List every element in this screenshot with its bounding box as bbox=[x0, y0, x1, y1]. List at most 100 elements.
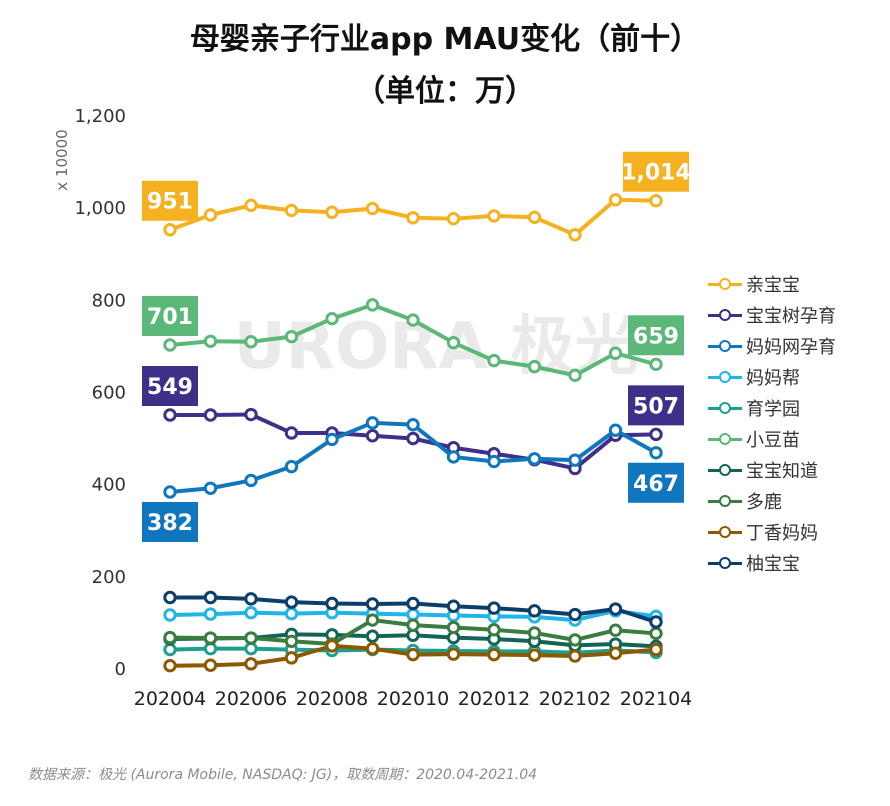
data-point bbox=[365, 429, 380, 443]
data-label-box bbox=[628, 462, 684, 503]
legend-label: 妈妈帮 bbox=[746, 367, 800, 389]
series-10 bbox=[163, 590, 663, 629]
data-point bbox=[649, 427, 663, 442]
data-point bbox=[284, 606, 299, 621]
data-point bbox=[244, 335, 258, 349]
data-point bbox=[406, 596, 420, 611]
y-tick-label: 200 bbox=[92, 567, 126, 588]
data-point bbox=[649, 357, 663, 372]
data-point bbox=[649, 446, 663, 460]
data-point bbox=[365, 298, 380, 312]
data-point bbox=[487, 353, 501, 368]
data-label-box bbox=[142, 180, 198, 221]
legend-marker bbox=[708, 463, 742, 477]
data-point bbox=[487, 454, 501, 469]
legend-item: 宝宝知道 bbox=[708, 454, 836, 485]
x-tick-label: 202104 bbox=[620, 688, 693, 710]
data-point bbox=[203, 334, 218, 348]
legend-marker bbox=[708, 525, 742, 539]
legend-marker bbox=[708, 339, 742, 353]
data-label: 467 bbox=[633, 472, 679, 497]
data-point bbox=[446, 647, 461, 661]
data-point bbox=[163, 485, 177, 499]
legend-item: 柚宝宝 bbox=[708, 547, 836, 578]
data-point bbox=[163, 223, 177, 237]
data-point bbox=[284, 651, 299, 665]
data-point bbox=[568, 633, 582, 647]
legend-label: 多鹿 bbox=[746, 491, 782, 513]
data-point bbox=[527, 604, 542, 618]
legend-label: 妈妈网孕育 bbox=[746, 336, 836, 358]
data-point bbox=[203, 481, 218, 495]
x-tick-label: 202102 bbox=[539, 688, 612, 710]
legend-item: 亲宝宝 bbox=[708, 268, 836, 299]
data-point bbox=[365, 597, 380, 611]
data-point bbox=[446, 335, 461, 350]
data-point bbox=[446, 620, 461, 635]
legend-marker bbox=[708, 308, 742, 322]
chart-title: 母婴亲子行业app MAU变化（前十） bbox=[189, 22, 701, 57]
data-point bbox=[244, 198, 258, 213]
data-point bbox=[608, 602, 623, 616]
series-1 bbox=[163, 193, 663, 242]
data-label: 1,014 bbox=[621, 161, 691, 186]
data-point bbox=[203, 408, 218, 422]
data-point bbox=[527, 359, 542, 374]
data-point bbox=[568, 453, 582, 467]
data-point bbox=[163, 408, 177, 422]
data-point bbox=[244, 657, 258, 671]
data-point bbox=[446, 211, 461, 226]
data-label-box bbox=[628, 315, 684, 356]
series-9 bbox=[163, 639, 663, 673]
chart-legend: 亲宝宝宝宝树孕育妈妈网孕育妈妈帮育学园小豆苗宝宝知道多鹿丁香妈妈柚宝宝 bbox=[708, 268, 836, 578]
data-point bbox=[284, 595, 299, 609]
data-point bbox=[365, 629, 380, 643]
data-label-box bbox=[142, 295, 198, 336]
data-point bbox=[163, 590, 177, 605]
data-point bbox=[487, 601, 501, 615]
data-point bbox=[568, 649, 582, 663]
x-tick-label: 202008 bbox=[296, 688, 369, 710]
series-3 bbox=[163, 416, 663, 499]
data-point bbox=[365, 613, 380, 627]
data-point bbox=[608, 193, 623, 207]
data-label: 951 bbox=[147, 190, 193, 215]
data-point bbox=[325, 311, 339, 326]
data-point bbox=[244, 592, 258, 606]
data-point bbox=[406, 417, 420, 432]
data-point bbox=[284, 634, 299, 648]
data-point bbox=[487, 623, 501, 637]
data-point bbox=[608, 346, 623, 360]
legend-label: 宝宝树孕育 bbox=[746, 305, 836, 327]
data-point bbox=[608, 646, 623, 660]
legend-label: 宝宝知道 bbox=[746, 460, 818, 482]
data-label: 507 bbox=[633, 394, 679, 419]
series-6 bbox=[163, 298, 663, 383]
y-tick-label: 1,000 bbox=[74, 198, 126, 219]
data-point bbox=[163, 608, 177, 622]
legend-item: 妈妈帮 bbox=[708, 361, 836, 392]
x-tick-label: 202012 bbox=[458, 688, 531, 710]
x-tick-label: 202010 bbox=[377, 688, 450, 710]
data-point bbox=[284, 203, 299, 218]
data-label-box bbox=[142, 501, 198, 542]
data-label-box bbox=[142, 366, 198, 407]
data-point bbox=[568, 607, 582, 622]
y-tick-label: 1,200 bbox=[74, 106, 126, 127]
y-axis-label: x 10000 bbox=[53, 129, 71, 190]
data-label: 382 bbox=[147, 511, 193, 536]
y-tick-label: 400 bbox=[92, 475, 126, 496]
legend-label: 小豆苗 bbox=[746, 429, 800, 451]
data-point bbox=[284, 459, 299, 474]
data-point bbox=[325, 432, 339, 447]
data-point bbox=[406, 647, 420, 662]
legend-label: 柚宝宝 bbox=[746, 553, 800, 575]
legend-label: 育学园 bbox=[746, 398, 800, 420]
data-point bbox=[203, 590, 218, 605]
data-point bbox=[649, 194, 663, 208]
data-point bbox=[203, 631, 218, 645]
legend-label: 丁香妈妈 bbox=[746, 522, 818, 544]
data-point bbox=[446, 599, 461, 613]
data-point bbox=[527, 210, 542, 225]
legend-marker bbox=[708, 370, 742, 384]
